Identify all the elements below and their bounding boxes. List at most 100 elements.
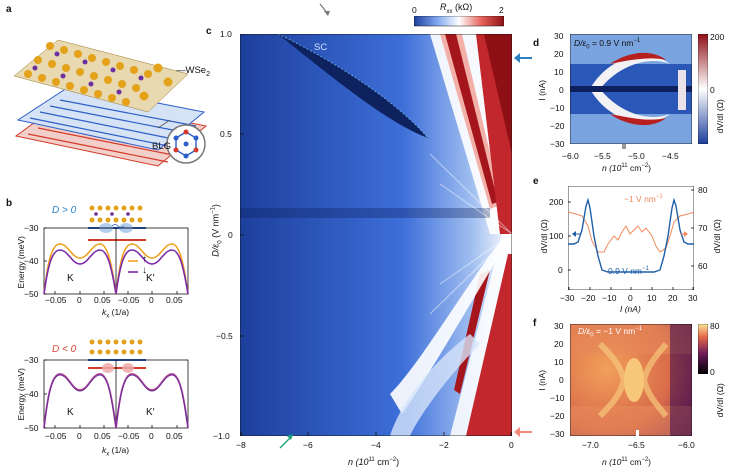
panel-b-top-xtick-6: 0.05 (166, 295, 183, 305)
panel-b-top-xtick-4: −0.05 (118, 295, 140, 305)
panel-c-xtick-4: −2 (439, 440, 449, 450)
green-arrow-marker (279, 434, 293, 449)
panel-d-xlabel: n (1011 cm−2) (602, 162, 651, 173)
spin-down-label: ↓ (142, 265, 147, 276)
panel-d-ytick-1: 30 (554, 31, 564, 41)
panel-b-bottom-xtick-4: −0.05 (118, 431, 140, 441)
panel-b-bottom-valley-kprime: K′ (146, 407, 155, 418)
panel-c-ytick-5: −1.0 (213, 431, 230, 441)
panel-f-colorbar-tick-top: 80 (710, 321, 720, 331)
panel-e-left-ylabel: dV/dI (Ω) (538, 219, 549, 254)
panel-e-xtick-5: 10 (647, 293, 657, 303)
panel-b-top-ytick-2: −40 (24, 256, 39, 266)
panel-d-xtick-4: −4.5 (662, 151, 679, 161)
panel-c-ytick-2: 0.5 (220, 129, 232, 139)
panel-f-ytick-7: −30 (550, 429, 565, 439)
panel-e-orange-label: −1 V nm−1 (624, 193, 663, 204)
panel-f-map (570, 324, 692, 436)
panel-c-phase-diagram (240, 34, 512, 436)
panel-c-xtick-5: 0 (509, 440, 514, 450)
panel-f-ytick-5: −10 (550, 393, 565, 403)
panel-e-blue-label: 0.9 V nm−1 (608, 265, 649, 276)
panel-d-ytick-3: 10 (554, 67, 564, 77)
panel-c-xtick-3: −4 (371, 440, 381, 450)
panel-d-letter: d (533, 38, 540, 49)
panel-f-colorbar-tick-bottom: 0 (710, 367, 715, 377)
grey-marker-d (622, 144, 626, 149)
panel-e-left-ytick-1: 200 (549, 197, 564, 207)
panel-b-bottom-condition: D < 0 (52, 344, 77, 355)
panel-c-ytick-4: −0.5 (216, 331, 233, 341)
panel-c-xtick-2: −6 (303, 440, 313, 450)
panel-b-bottom-xtick-1: −0.05 (45, 431, 67, 441)
panel-b-top-valley-kprime: K′ (146, 273, 155, 284)
panel-c-colorbar (414, 16, 504, 27)
panel-f-ylabel: I (nA) (536, 369, 547, 391)
sc-region-label: SC (314, 42, 328, 53)
panel-b-bottom-xtick-6: 0.05 (166, 431, 183, 441)
panel-c-xlabel: n (1011 cm−2) (348, 457, 400, 467)
panel-f-ytick-4: 0 (559, 375, 564, 385)
panel-d-ytick-5: −10 (550, 103, 565, 113)
panel-c-ytick-3: 0 (228, 230, 233, 240)
panel-e-linecut-plot (568, 186, 694, 290)
white-marker-f (636, 430, 639, 436)
panel-f-annotation: D/ε0 = −1 V nm−1 (578, 325, 643, 339)
panel-b-bottom-valley-k: K (67, 407, 74, 418)
panel-f-letter: f (533, 318, 537, 329)
panel-b-top-xtick-1: −0.05 (45, 295, 67, 305)
blue-arrow-marker (514, 53, 532, 63)
grey-arrow-marker (319, 3, 330, 16)
panel-c-colorbar-tick-0: 0 (412, 5, 417, 15)
panel-e-xtick-3: −10 (602, 293, 617, 303)
inset-schematic-dpos (88, 205, 146, 241)
panel-e-xtick-7: 30 (688, 293, 698, 303)
panel-b-bottom-xtick-3: 0.05 (94, 431, 111, 441)
panel-c-colorbar-label: Rxx (kΩ) (440, 2, 473, 15)
panel-e-right-ylabel: dV/dI (Ω) (711, 219, 722, 254)
panel-b-bottom-ytick-2: −40 (24, 389, 39, 399)
panel-d-map (570, 34, 692, 144)
se-atoms (24, 42, 173, 106)
panel-b-top-xtick-5: 0 (149, 295, 154, 305)
panel-b-top-xlabel: kx (1/a) (102, 307, 130, 320)
panel-c-xtick-1: −8 (236, 440, 246, 450)
panel-a-letter: a (6, 4, 12, 15)
panel-f-xtick-2: −6.5 (628, 440, 645, 450)
panel-c-letter: c (206, 26, 212, 37)
panel-e-xtick-2: −20 (581, 293, 596, 303)
panel-e-right-ytick-2: 70 (698, 223, 708, 233)
panel-e-letter: e (533, 176, 539, 187)
wse2-label: —WSe2 (176, 65, 210, 78)
panel-e-xlabel: I (nA) (620, 304, 641, 314)
panel-b-bottom-ytick-3: −50 (24, 423, 39, 433)
spin-up-label: ↑ (142, 254, 147, 265)
panel-d-xtick-1: −6.0 (562, 151, 579, 161)
panel-d-ytick-4: 0 (559, 85, 564, 95)
panel-d-xtick-2: −5.5 (594, 151, 611, 161)
panel-b-bottom-xlabel: kx (1/a) (102, 445, 130, 458)
panel-d-ytick-7: −30 (550, 139, 565, 149)
panel-d-ylabel: I (nA) (536, 79, 547, 101)
blg-label: BLG (152, 141, 172, 152)
panel-c-ytick-1: 1.0 (220, 29, 232, 39)
panel-d-xtick-3: −5.0 (628, 151, 645, 161)
pink-arrow-marker (514, 427, 532, 437)
panel-f-ytick-1: 30 (554, 321, 564, 331)
panel-b-bottom-xtick-2: 0 (77, 431, 82, 441)
panel-e-xtick-6: 20 (668, 293, 678, 303)
panel-c-colorbar-tick-2: 2 (499, 5, 504, 15)
panel-d-ytick-2: 20 (554, 49, 564, 59)
panel-d-colorbar-label: dV/dI (Ω) (714, 99, 725, 134)
panel-b-bottom-xtick-5: 0 (149, 431, 154, 441)
panel-b-top-xtick-3: 0.05 (94, 295, 111, 305)
panel-d-colorbar-tick-top: 200 (710, 32, 725, 42)
w-atoms (32, 51, 144, 95)
panel-e-left-ytick-3: 0 (558, 265, 563, 275)
panel-f-xlabel: n (1011 cm−2) (602, 456, 651, 467)
panel-c-markers (279, 3, 532, 449)
panel-f-xtick-1: −7.0 (582, 440, 599, 450)
panel-f-colorbar-label: dV/dI (Ω) (714, 383, 725, 418)
panel-e-right-ytick-1: 80 (698, 185, 708, 195)
panel-d-ytick-6: −20 (550, 121, 565, 131)
